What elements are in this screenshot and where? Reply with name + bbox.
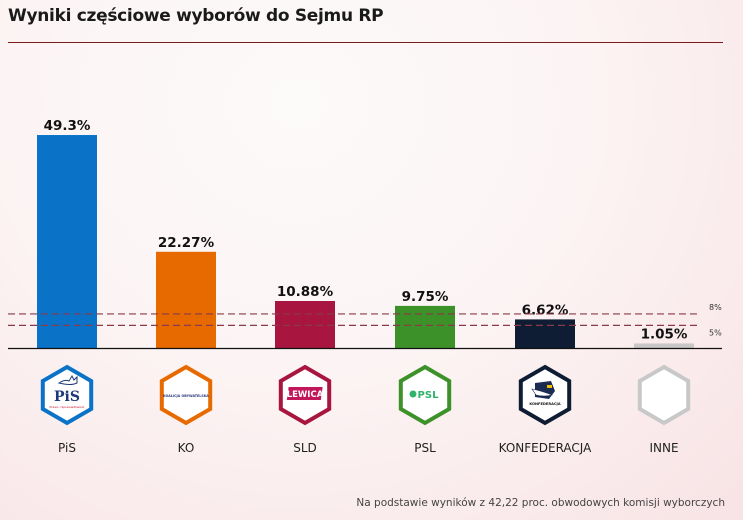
party-name-label: KONFEDERACJA [499,441,592,455]
pis-logo-subtext: Prawo i Sprawiedliwość [50,405,85,409]
empty-hexagon-icon [637,364,691,426]
data-label: 6.62% [522,302,569,318]
data-label: 22.27% [158,235,215,251]
bar-chart: 49.3% 22.27% 10.88% 9.75% 6.62% 1.05% 8% 5% Pi… [8,118,722,455]
ko-logo-text: KOALICJA OBYWATELSKA [163,394,209,398]
title-divider [8,42,723,43]
lewica-logo-text: LEWICA [287,390,324,400]
bar-konfederacja [515,319,575,348]
footnote: Na podstawie wyników z 42,22 proc. obwod… [356,497,725,509]
data-label: 9.75% [402,289,449,305]
data-label: 10.88% [277,284,334,300]
bar-sld [275,300,335,348]
party-name-label: SLD [293,441,317,455]
chart-title: Wyniki częściowe wyborów do Sejmu RP [8,6,384,26]
konfederacja-logo-icon: KONFEDERACJA [518,364,572,426]
lewica-logo-icon: LEWICA [278,364,332,426]
psl-logo-text: PSL [418,390,440,401]
party-name-label: INNE [649,441,678,455]
data-label: 49.3% [44,118,91,134]
threshold-label: 5% [709,328,722,337]
party-name-label: PiS [58,441,76,455]
konfederacja-logo-text: KONFEDERACJA [529,402,561,406]
threshold-label: 8% [709,303,722,312]
party-name-label: PSL [414,441,436,455]
bar-ko [156,251,216,348]
bar-psl [395,305,455,348]
party-name-label: KO [178,441,195,455]
bar-inne [634,343,694,348]
ko-logo-icon: KOALICJA OBYWATELSKA [159,364,213,426]
pis-logo-text: PiS [54,389,80,405]
data-label: 1.05% [641,326,688,342]
bar-pis [37,135,97,348]
psl-logo-icon: PSL [398,364,452,426]
